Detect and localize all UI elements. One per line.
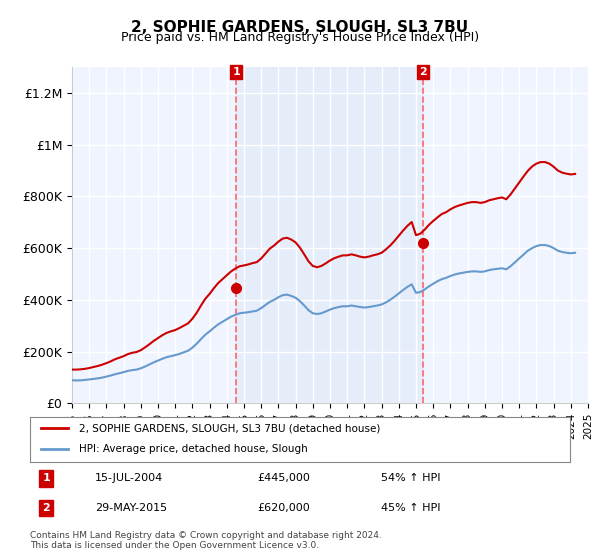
Text: Contains HM Land Registry data © Crown copyright and database right 2024.
This d: Contains HM Land Registry data © Crown c…	[30, 531, 382, 550]
Text: 29-MAY-2015: 29-MAY-2015	[95, 503, 167, 513]
Text: 54% ↑ HPI: 54% ↑ HPI	[381, 473, 440, 483]
Bar	[236, 67, 423, 403]
Text: Price paid vs. HM Land Registry's House Price Index (HPI): Price paid vs. HM Land Registry's House …	[121, 31, 479, 44]
Text: 1: 1	[232, 67, 240, 77]
Text: 2, SOPHIE GARDENS, SLOUGH, SL3 7BU (detached house): 2, SOPHIE GARDENS, SLOUGH, SL3 7BU (deta…	[79, 423, 380, 433]
Text: 2, SOPHIE GARDENS, SLOUGH, SL3 7BU: 2, SOPHIE GARDENS, SLOUGH, SL3 7BU	[131, 20, 469, 35]
Text: 2: 2	[419, 67, 427, 77]
Text: £445,000: £445,000	[257, 473, 310, 483]
Text: 15-JUL-2004: 15-JUL-2004	[95, 473, 163, 483]
Text: 1: 1	[43, 473, 50, 483]
Text: £620,000: £620,000	[257, 503, 310, 513]
Text: 45% ↑ HPI: 45% ↑ HPI	[381, 503, 440, 513]
Text: 2: 2	[43, 503, 50, 513]
Text: HPI: Average price, detached house, Slough: HPI: Average price, detached house, Slou…	[79, 445, 307, 455]
